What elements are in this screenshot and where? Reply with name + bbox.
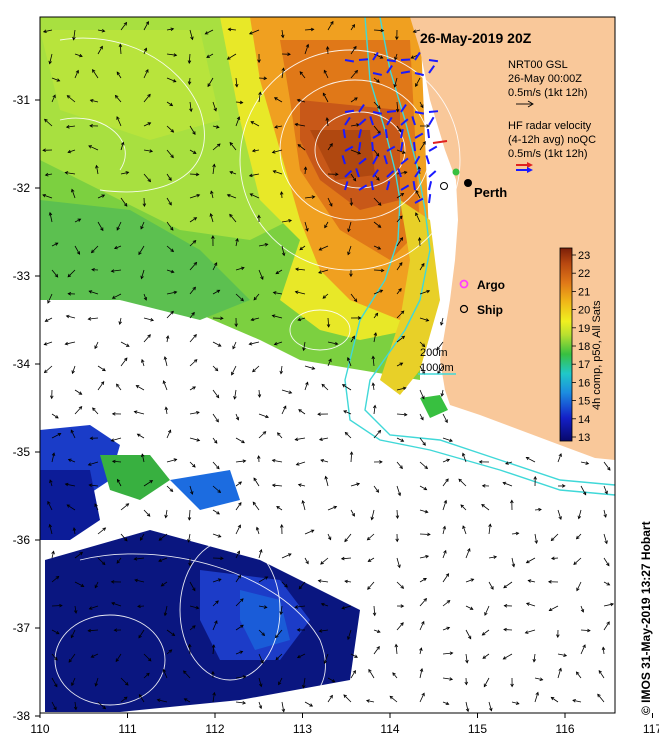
argo-label: Argo — [477, 278, 505, 292]
legend-radar-arrows — [516, 162, 533, 173]
radar-site-line — [432, 140, 448, 144]
isobath-200-label: 200m — [420, 347, 448, 359]
credit-text: © IMOS 31-May-2019 13:27 Hobart — [639, 521, 653, 715]
colorbar-tick-label: 19 — [578, 323, 590, 335]
lat-tick-label: -36 — [13, 533, 31, 547]
map-title: 26-May-2019 20Z — [420, 30, 532, 46]
radar-site-marker — [452, 168, 460, 176]
lat-tick-label: -33 — [13, 269, 31, 283]
map-frame — [39, 16, 616, 714]
legend-radar-scale: 0.5m/s (1kt 12h) — [508, 148, 587, 160]
lon-tick-label: 112 — [205, 722, 224, 736]
sst-field — [40, 17, 448, 712]
colorbar-tick-label: 23 — [578, 250, 590, 262]
ship-position-marker — [440, 182, 448, 190]
perth-marker — [464, 179, 472, 187]
isobath-1000-label: 1000m — [420, 362, 454, 374]
lat-tick-label: -34 — [13, 357, 31, 371]
lat-tick-label: -31 — [13, 93, 31, 107]
longitude-ticks: 110 111 112 113 114 115 116 117 — [30, 713, 659, 736]
legend-radar-subtitle: (4-12h avg) noQC — [508, 134, 596, 146]
hf-radar-arrows — [341, 51, 439, 204]
colorbar-tick-label: 17 — [578, 359, 590, 371]
colorbar-tick-label: 14 — [578, 414, 590, 426]
colorbar-tick-label: 20 — [578, 305, 590, 317]
lon-tick-label: 114 — [380, 722, 399, 736]
ship-icon — [459, 304, 469, 314]
isobath-200m — [364, 16, 616, 486]
lon-tick-label: 116 — [555, 722, 574, 736]
colorbar-ticks: 13 14 15 16 17 18 19 20 21 22 23 — [572, 250, 590, 444]
colorbar-tick-label: 21 — [578, 286, 590, 298]
lat-tick-label: -35 — [13, 445, 31, 459]
colorbar-label: 4h comp, p50, All Sats — [591, 300, 603, 410]
ssh-contours — [54, 37, 461, 713]
city-label-perth: Perth — [474, 185, 507, 200]
lon-tick-label: 113 — [293, 722, 312, 736]
model-current-arrows — [42, 20, 615, 713]
argo-icon — [459, 279, 469, 289]
legend-model-arrow — [516, 100, 534, 108]
legend-model-title: NRT00 GSL — [508, 59, 568, 71]
legend-model-scale: 0.5m/s (1kt 12h) — [508, 87, 587, 99]
legend-model-time: 26-May 00:00Z — [508, 73, 582, 85]
lon-tick-label: 117 — [643, 722, 659, 736]
colorbar-tick-label: 16 — [578, 377, 590, 389]
lat-tick-label: -38 — [13, 709, 31, 723]
ship-label: Ship — [477, 303, 503, 317]
latitude-ticks: -31 -32 -33 -34 -35 -36 -37 -38 — [13, 93, 40, 723]
lon-tick-label: 111 — [118, 722, 137, 736]
lon-tick-label: 115 — [468, 722, 487, 736]
colorbar-tick-label: 22 — [578, 268, 590, 280]
isobath-1000m — [344, 16, 616, 496]
lat-tick-label: -37 — [13, 621, 31, 635]
colorbar-tick-label: 15 — [578, 396, 590, 408]
lon-tick-label: 110 — [30, 722, 49, 736]
colorbar — [559, 247, 573, 442]
lat-tick-label: -32 — [13, 181, 31, 195]
colorbar-tick-label: 13 — [578, 432, 590, 444]
colorbar-tick-label: 18 — [578, 341, 590, 353]
legend-radar-title: HF radar velocity — [508, 120, 592, 132]
